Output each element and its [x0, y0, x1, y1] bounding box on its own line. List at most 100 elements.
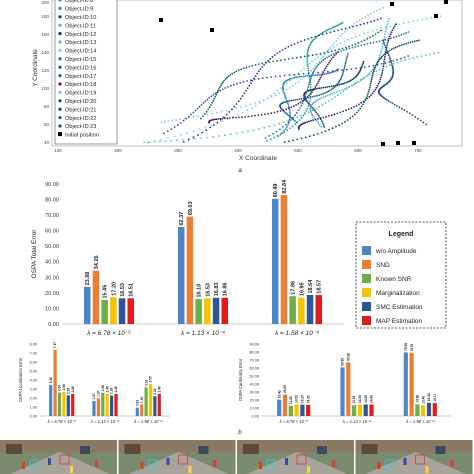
trajectory-point — [331, 70, 334, 73]
trajectory-point — [287, 105, 290, 108]
trajectory-point — [284, 128, 287, 131]
trajectory-point — [236, 82, 238, 85]
trajectory-point — [329, 31, 332, 34]
trajectory-point — [341, 89, 343, 91]
trajectory-point — [281, 49, 284, 51]
trajectory-point — [278, 122, 281, 125]
panel-a-caption: a — [238, 167, 242, 174]
trajectory-point — [323, 69, 326, 72]
trajectory-point — [333, 86, 336, 89]
category-label: λ = 1.58 × 10⁻⁴ — [405, 419, 435, 424]
trajectory-point — [374, 65, 377, 67]
trajectory-point — [293, 43, 296, 45]
trajectory-point — [412, 57, 415, 59]
trajectory-point — [337, 24, 340, 26]
trajectory-point — [384, 38, 387, 41]
trajectory-series — [303, 60, 365, 128]
trajectory-point — [329, 46, 332, 49]
trajectory-point — [319, 52, 322, 55]
trajectory-point — [249, 79, 252, 82]
trajectory-point — [389, 59, 392, 62]
video-frame — [118, 440, 236, 474]
trajectory-y-tick-label: 100 — [41, 86, 49, 91]
trajectory-point — [319, 123, 321, 126]
trajectory-point — [334, 96, 336, 98]
trajectory-point — [265, 61, 267, 64]
trajectory-x-tick-label: 400 — [234, 148, 242, 153]
trajectory-point — [368, 72, 371, 74]
bar — [96, 398, 100, 416]
bar-value-label: 7.37 — [53, 342, 57, 348]
trajectory-point — [385, 98, 388, 101]
bar-value-label: 16.53 — [120, 283, 126, 297]
trajectory-point — [192, 111, 195, 114]
trajectory-point — [192, 136, 195, 139]
trajectory-point — [391, 102, 394, 105]
trajectory-point — [350, 37, 353, 39]
trajectory-point — [336, 51, 339, 53]
trajectory-point — [297, 102, 300, 105]
cardinality-error-panel: 0.00 10.00 20.00 30.00 40.00 50.00 60.00 70.00 8… — [238, 342, 452, 424]
bar-value-label: 2.46 — [158, 386, 162, 392]
trajectory-point — [311, 40, 313, 43]
bar-value-label: 16.83 — [214, 283, 220, 297]
video-frame — [237, 440, 354, 474]
trajectory-point — [288, 100, 291, 102]
trajectory-point — [386, 44, 388, 47]
trajectory-point — [384, 46, 387, 49]
trajectory-point — [360, 40, 363, 43]
trajectory-point — [376, 63, 379, 66]
bar — [289, 296, 296, 324]
bar-value-label: 2.60 — [58, 385, 62, 391]
trajectory-point — [325, 115, 327, 118]
trajectory-y-tick-label: 160 — [41, 32, 49, 37]
trajectory-point — [148, 141, 151, 144]
category-label: λ = 1.58 × 10⁻⁴ — [274, 330, 319, 337]
trajectory-point — [355, 104, 358, 107]
trajectory-point — [386, 50, 389, 53]
trajectory-point — [393, 24, 396, 26]
trajectory-point — [330, 114, 333, 116]
trajectory-point — [351, 46, 354, 49]
trajectory-point — [213, 97, 216, 100]
legend-entry-label: Object-ID:16 — [65, 65, 96, 71]
legend-marker-dot — [58, 31, 62, 36]
trajectory-point — [354, 43, 357, 45]
trajectory-point — [377, 60, 380, 62]
trajectory-point — [266, 76, 268, 79]
trajectory-point — [369, 42, 372, 45]
trajectory-point — [231, 72, 234, 75]
trajectory-point — [372, 70, 375, 73]
trajectory-point — [328, 28, 330, 31]
bar — [195, 299, 202, 324]
bar-legend-swatch — [362, 302, 371, 311]
trajectory-point — [382, 67, 384, 69]
trajectory-point — [302, 122, 305, 125]
trajectory-point — [246, 80, 249, 82]
category-label: λ = 1.13 × 10⁻⁴ — [180, 330, 225, 337]
trajectory-point — [331, 98, 333, 100]
trajectory-point — [327, 90, 330, 93]
y-tick-label: 2.00 — [30, 396, 37, 400]
trajectory-point — [296, 116, 298, 119]
trajectory-point — [295, 56, 298, 59]
trajectory-series — [283, 39, 420, 144]
trajectory-point — [326, 29, 329, 32]
trajectory-point — [187, 115, 190, 118]
y-tick-label: 30.00 — [249, 390, 259, 394]
trajectory-point — [327, 115, 330, 117]
trajectory-point — [383, 42, 385, 44]
bar — [300, 404, 305, 416]
trajectory-point — [250, 106, 253, 109]
trajectory-point — [287, 119, 290, 122]
trajectory-point — [179, 121, 182, 124]
trajectory-point — [361, 17, 364, 20]
trajectory-point — [160, 121, 163, 124]
trajectory-point — [273, 124, 276, 126]
trajectory-point — [197, 134, 199, 136]
trajectory-point — [209, 126, 212, 129]
trajectory-point — [246, 109, 249, 112]
trajectory-point — [348, 45, 350, 48]
trajectory-point — [321, 33, 324, 36]
legend-marker-dot — [58, 15, 62, 19]
